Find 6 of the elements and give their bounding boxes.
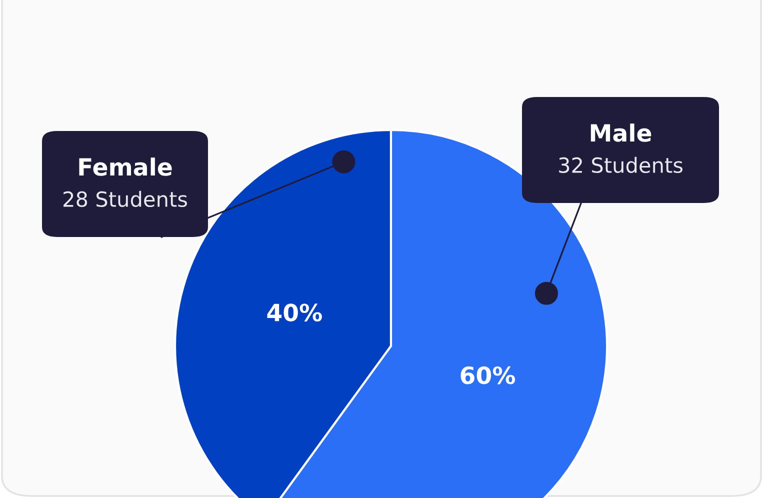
text: 32 Students — [559, 156, 682, 174]
data-label: 60% — [460, 366, 516, 384]
slice-label: Male — [590, 124, 652, 142]
data-label: 40% — [267, 304, 322, 322]
slice-label: Female — [79, 158, 172, 176]
text: 28 Students — [64, 190, 187, 208]
